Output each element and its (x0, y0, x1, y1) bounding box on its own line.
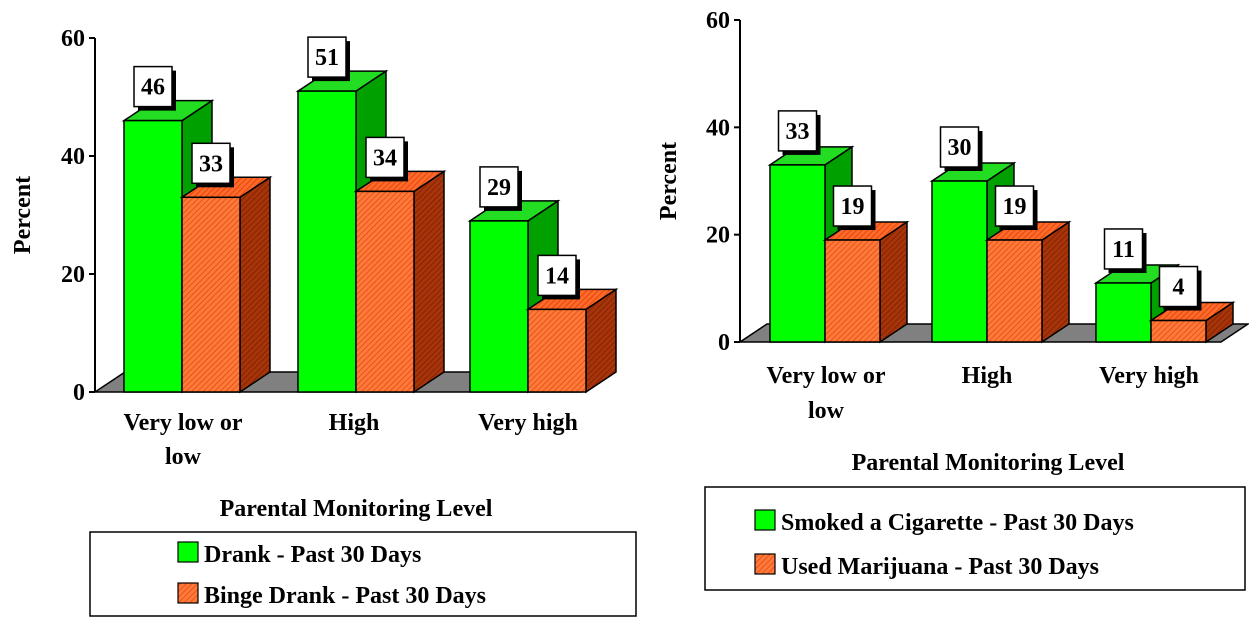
legend-swatch (177, 541, 199, 563)
bar-side (879, 220, 908, 344)
y-tick-label: 0 (718, 330, 730, 356)
data-label-box (832, 185, 873, 227)
chart-tobacco-marijuana: 0 20 40 60 Percent 33 19 30 19 11 4 Very low or low H… (656, 8, 1249, 591)
data-label: 19 (1003, 194, 1027, 220)
bar (769, 164, 826, 343)
y-tick-label: 60 (61, 26, 85, 52)
legend-swatch (177, 582, 199, 604)
data-label-box (1158, 265, 1199, 308)
y-axis-label: Percent (656, 142, 682, 220)
data-label: 33 (786, 119, 810, 145)
y-tick-label: 40 (706, 115, 730, 141)
data-label-box (537, 254, 577, 297)
x-category-label: High (962, 363, 1013, 389)
data-label-box (994, 185, 1035, 227)
bar (355, 190, 415, 393)
legend-label: Drank - Past 30 Days (204, 542, 421, 568)
bar-side (239, 175, 271, 394)
x-category-label: Very low or (766, 363, 885, 389)
legend-label: Binge Drank - Past 30 Days (204, 583, 486, 609)
bar (1150, 319, 1207, 343)
data-label: 34 (373, 145, 397, 171)
data-label: 14 (545, 263, 569, 289)
data-label: 11 (1112, 237, 1135, 263)
legend-label: Used Marijuana - Past 30 Days (781, 554, 1099, 580)
data-label-box (365, 136, 405, 179)
legend-swatch (754, 509, 776, 531)
data-label: 19 (841, 194, 865, 220)
x-category-label: Very low or (123, 410, 242, 436)
bar (297, 90, 357, 393)
x-category-label: low (808, 398, 845, 424)
y-tick-label: 20 (706, 223, 730, 249)
bar (824, 239, 881, 343)
data-label: 51 (315, 45, 339, 71)
data-label-box (307, 36, 347, 78)
data-label: 33 (199, 151, 223, 177)
bar-side (1041, 220, 1070, 344)
y-tick-label: 40 (61, 144, 85, 170)
x-category-label: Very high (478, 410, 578, 436)
x-category-label: Very high (1099, 363, 1199, 389)
data-label-box (479, 166, 519, 208)
data-label: 46 (141, 75, 165, 101)
data-label-box (777, 110, 818, 152)
data-label-box (939, 126, 980, 168)
bar (931, 180, 988, 343)
legend-swatch (754, 553, 776, 575)
bar (1095, 282, 1152, 343)
y-tick-label: 0 (73, 380, 85, 406)
chart-alcohol: 0 20 40 60 Percent 46 33 51 34 29 14 Very low or low… (10, 26, 637, 617)
y-tick-label: 60 (706, 8, 730, 34)
data-label: 29 (487, 175, 511, 201)
data-label-box (191, 142, 231, 185)
bar (469, 220, 529, 393)
x-axis-label: Parental Monitoring Level (852, 450, 1125, 476)
x-category-label: low (165, 444, 202, 470)
bar (181, 196, 241, 393)
x-category-label: High (329, 410, 380, 436)
legend-label: Smoked a Cigarette - Past 30 Days (781, 510, 1134, 536)
legend-box (704, 486, 1246, 591)
bar (123, 119, 183, 393)
y-axis-label: Percent (10, 176, 36, 254)
x-axis-label: Parental Monitoring Level (220, 496, 493, 522)
bar (527, 308, 587, 393)
data-label-box (133, 65, 173, 108)
data-label-box (1103, 228, 1144, 270)
bar-side (413, 169, 445, 394)
y-tick-label: 20 (61, 262, 85, 288)
data-label: 4 (1173, 275, 1185, 301)
data-label: 30 (948, 135, 972, 161)
bar (986, 239, 1043, 343)
